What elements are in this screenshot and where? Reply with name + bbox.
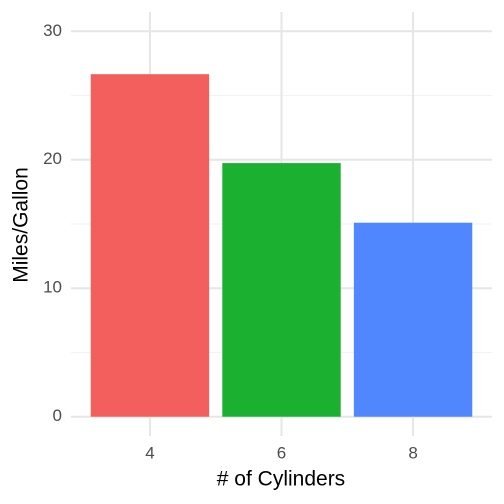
x-tick-label: 4	[145, 443, 154, 462]
bar	[222, 163, 341, 417]
x-axis-title: # of Cylinders	[217, 468, 345, 491]
y-tick-label: 30	[43, 21, 62, 40]
y-tick-label: 0	[53, 406, 62, 425]
bar	[90, 74, 210, 417]
x-tick-label: 6	[277, 443, 286, 462]
bar	[353, 222, 473, 417]
y-axis-title: Miles/Gallon	[10, 167, 33, 283]
x-tick-label: 8	[408, 443, 417, 462]
y-tick-label: 10	[43, 278, 62, 297]
y-tick-label: 20	[43, 149, 62, 168]
